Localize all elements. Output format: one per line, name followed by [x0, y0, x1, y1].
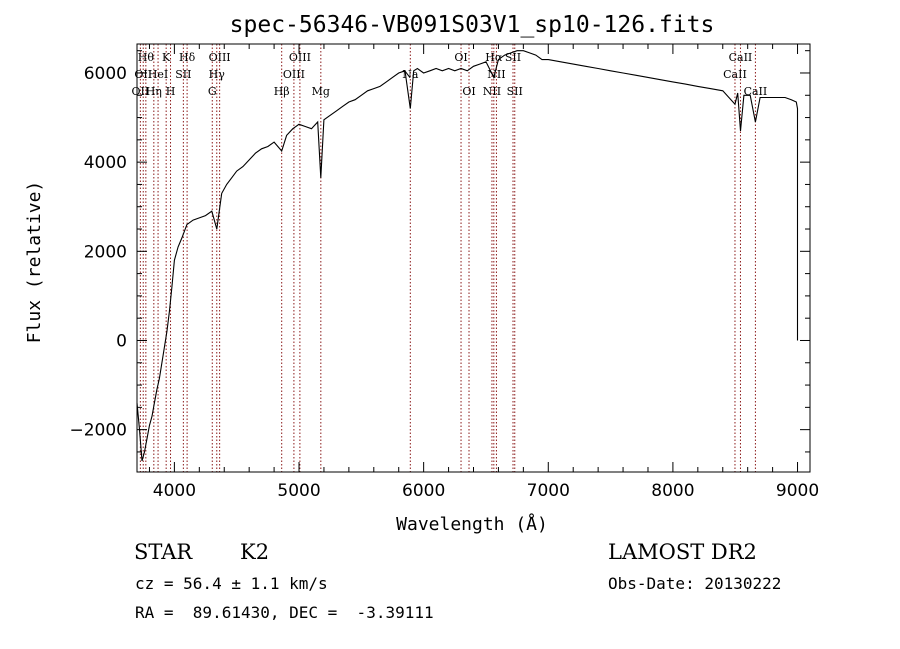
x-tick-label-9000: 9000 — [776, 481, 819, 501]
line-label-sii: SII — [175, 68, 191, 81]
line-label-oii: OII — [132, 85, 150, 98]
y-tick-label-0: 0 — [116, 331, 127, 351]
line-label-sii: SII — [505, 51, 521, 64]
axis-ticks: 4000 5000 6000 7000 8000 9000 −2000 0 2000 4000 60… — [69, 44, 819, 501]
line-label-hα: Hα — [485, 51, 503, 64]
line-label-hδ: Hδ — [179, 51, 196, 64]
x-tick-label-5000: 5000 — [277, 481, 320, 501]
x-tick-label-8000: 8000 — [651, 481, 694, 501]
line-label-oii: OII — [134, 68, 152, 81]
line-label-hθ: Hθ — [138, 51, 155, 64]
y-tick-label-6000: 6000 — [84, 64, 127, 84]
object-subclass: K2 — [240, 540, 270, 564]
line-label-caii: CaII — [744, 85, 768, 98]
line-label-nii: NII — [483, 85, 501, 98]
spectrum-line — [136, 50, 799, 462]
plot-frame — [136, 43, 811, 473]
y-tick-label-2000: 2000 — [84, 242, 127, 262]
line-label-oi: OI — [462, 85, 475, 98]
line-label-oi: OI — [454, 51, 467, 64]
x-tick-label-4000: 4000 — [153, 481, 196, 501]
y-axis-label: Flux (relative) — [24, 181, 45, 344]
coordinates: RA = 89.61430, DEC = -3.39111 — [135, 603, 434, 622]
line-label-sii: SII — [507, 85, 523, 98]
line-label-oiii: OIII — [209, 51, 231, 64]
line-label-hei: HeI — [148, 68, 168, 81]
line-label-layer: OII OII Hθ Hη HeI K H SII Hδ G Hγ OIII Hβ OIII OIII Mg N… — [132, 51, 768, 98]
line-label-mg: Mg — [312, 85, 330, 98]
x-axis-label: Wavelength (Å) — [396, 513, 548, 535]
survey-name: LAMOST DR2 — [608, 540, 757, 564]
line-label-h: H — [166, 85, 176, 98]
y-tick-label-4000: 4000 — [84, 153, 127, 173]
line-label-hγ: Hγ — [209, 68, 226, 81]
line-label-g: G — [208, 85, 217, 98]
line-label-hη: Hη — [146, 85, 162, 98]
line-label-oiii: OIII — [283, 68, 305, 81]
line-marker-layer — [139, 44, 756, 472]
line-label-k: K — [162, 51, 171, 64]
x-tick-label-7000: 7000 — [527, 481, 570, 501]
line-label-oiii: OIII — [289, 51, 311, 64]
observation-date: Obs-Date: 20130222 — [608, 574, 782, 593]
line-label-caii: CaII — [723, 68, 747, 81]
line-label-hβ: Hβ — [274, 85, 290, 98]
line-label-nii: NII — [487, 68, 505, 81]
chart-title: spec-56346-VB091S03V1_sp10-126.fits — [230, 12, 715, 38]
redshift-value: cz = 56.4 ± 1.1 km/s — [135, 574, 328, 593]
line-label-caii: CaII — [729, 51, 753, 64]
y-tick-label--2000: −2000 — [69, 421, 127, 441]
x-tick-label-6000: 6000 — [402, 481, 445, 501]
object-class: STAR — [134, 540, 193, 564]
line-label-na: Na — [402, 68, 419, 81]
